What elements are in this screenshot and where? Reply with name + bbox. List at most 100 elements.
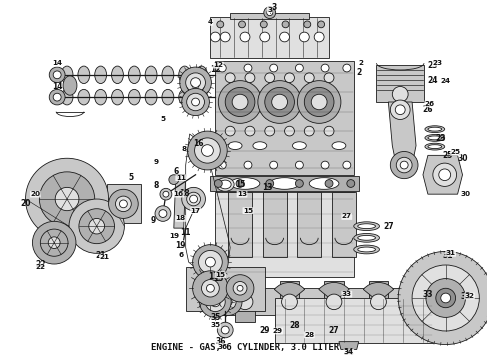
Polygon shape <box>228 192 252 257</box>
Circle shape <box>201 145 213 156</box>
Ellipse shape <box>128 66 140 84</box>
Circle shape <box>205 257 215 267</box>
Circle shape <box>210 32 221 42</box>
Ellipse shape <box>270 178 299 189</box>
Circle shape <box>311 94 327 110</box>
Text: 31: 31 <box>442 251 453 260</box>
Circle shape <box>220 294 236 310</box>
Text: 32: 32 <box>465 293 474 299</box>
Ellipse shape <box>179 66 191 84</box>
Circle shape <box>49 67 65 82</box>
Ellipse shape <box>354 234 379 242</box>
Circle shape <box>304 21 311 28</box>
Circle shape <box>236 180 244 187</box>
Circle shape <box>398 251 490 345</box>
Text: 33: 33 <box>423 289 433 298</box>
Text: 13: 13 <box>237 191 247 197</box>
Text: 36: 36 <box>217 343 227 350</box>
Ellipse shape <box>179 89 191 105</box>
Text: 26: 26 <box>423 105 433 114</box>
Polygon shape <box>230 13 309 19</box>
Polygon shape <box>263 192 287 257</box>
Polygon shape <box>332 192 356 257</box>
Text: 3: 3 <box>271 3 276 12</box>
Text: 30: 30 <box>457 154 468 163</box>
Text: 8: 8 <box>153 181 159 190</box>
Circle shape <box>321 64 329 72</box>
Wedge shape <box>230 283 260 302</box>
Wedge shape <box>363 283 393 302</box>
Ellipse shape <box>196 66 207 84</box>
Ellipse shape <box>128 89 140 105</box>
Text: 14: 14 <box>52 60 62 66</box>
Circle shape <box>155 206 171 221</box>
Ellipse shape <box>112 89 123 105</box>
Circle shape <box>245 73 255 82</box>
Ellipse shape <box>78 89 90 105</box>
Ellipse shape <box>428 136 442 140</box>
Polygon shape <box>107 184 141 223</box>
Text: 28: 28 <box>289 321 300 330</box>
Text: 21: 21 <box>96 251 106 260</box>
Circle shape <box>218 322 233 338</box>
Circle shape <box>160 188 172 200</box>
Polygon shape <box>423 156 463 194</box>
Circle shape <box>282 21 289 28</box>
Circle shape <box>79 209 115 244</box>
Text: 17: 17 <box>208 272 219 281</box>
Circle shape <box>271 94 288 110</box>
Circle shape <box>69 199 124 253</box>
Polygon shape <box>210 176 359 191</box>
Ellipse shape <box>332 142 346 149</box>
Text: 18: 18 <box>176 215 186 221</box>
Circle shape <box>55 187 79 211</box>
Text: 3: 3 <box>267 7 272 13</box>
Circle shape <box>182 89 209 116</box>
Ellipse shape <box>428 145 442 149</box>
Circle shape <box>53 71 61 79</box>
Polygon shape <box>215 61 354 175</box>
Circle shape <box>187 93 204 111</box>
Circle shape <box>270 64 278 72</box>
Ellipse shape <box>162 66 174 84</box>
Text: 13: 13 <box>263 183 273 192</box>
Circle shape <box>324 73 334 82</box>
Circle shape <box>120 200 127 208</box>
Ellipse shape <box>293 142 306 149</box>
Circle shape <box>314 32 324 42</box>
Circle shape <box>391 152 418 179</box>
Text: 12: 12 <box>213 62 223 68</box>
Circle shape <box>304 73 314 82</box>
Ellipse shape <box>425 143 445 150</box>
Text: 14: 14 <box>52 82 62 91</box>
Circle shape <box>214 180 222 187</box>
Polygon shape <box>389 102 416 175</box>
Circle shape <box>219 81 262 123</box>
Text: 21: 21 <box>99 254 110 260</box>
Polygon shape <box>339 342 359 350</box>
Text: 27: 27 <box>329 327 339 336</box>
Circle shape <box>239 21 245 28</box>
Circle shape <box>217 21 224 28</box>
Circle shape <box>244 161 252 169</box>
Circle shape <box>225 87 255 117</box>
Circle shape <box>265 87 294 117</box>
Text: 25: 25 <box>450 149 461 156</box>
Circle shape <box>326 294 342 310</box>
Text: 9: 9 <box>150 216 156 225</box>
Ellipse shape <box>228 142 242 149</box>
Text: 16: 16 <box>173 191 184 197</box>
Text: 24: 24 <box>441 78 451 84</box>
Text: ENGINE - GAS, 6 CYLINDER, 3.0 LITER: ENGINE - GAS, 6 CYLINDER, 3.0 LITER <box>151 343 339 352</box>
Polygon shape <box>297 192 321 257</box>
Text: 30: 30 <box>461 191 470 197</box>
Circle shape <box>295 64 303 72</box>
Circle shape <box>260 32 270 42</box>
Text: 34: 34 <box>344 349 354 355</box>
Circle shape <box>40 229 68 256</box>
Text: 29: 29 <box>272 328 283 334</box>
Polygon shape <box>220 288 428 315</box>
Circle shape <box>225 126 235 136</box>
Text: 19: 19 <box>169 233 179 239</box>
Circle shape <box>206 284 214 292</box>
